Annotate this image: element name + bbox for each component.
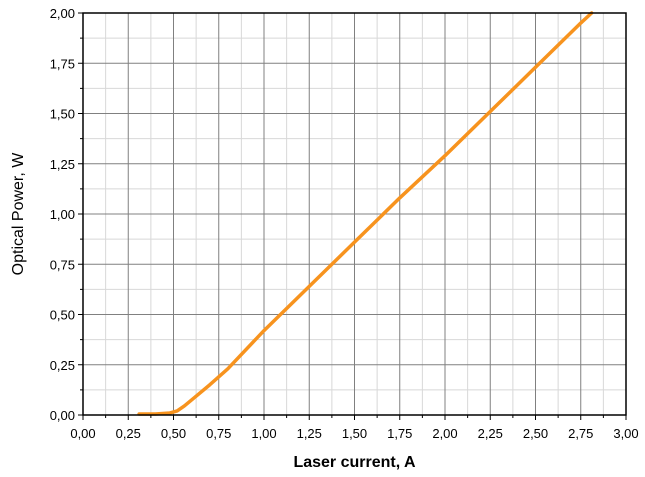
x-tick-label: 2,25: [478, 426, 503, 441]
x-tick-label: 2,75: [568, 426, 593, 441]
axis-ticks: [78, 12, 627, 420]
series-line: [137, 11, 594, 416]
y-tick-label: 0,00: [50, 408, 75, 423]
x-tick-label: 2,00: [432, 426, 457, 441]
y-tick-label: 0,75: [50, 257, 75, 272]
y-tick-labels: 0,00 0,25 0,50 0,75 1,00 1,25 1,50 1,75 2,00: [50, 6, 75, 423]
x-tick-label: 0,75: [206, 426, 231, 441]
x-tick-label: 0,00: [70, 426, 95, 441]
x-tick-label: 1,00: [251, 426, 276, 441]
y-tick-label: 2,00: [50, 6, 75, 21]
x-tick-label: 1,25: [297, 426, 322, 441]
x-tick-label: 1,75: [387, 426, 412, 441]
series-layer: [137, 11, 594, 416]
x-tick-label: 2,50: [523, 426, 548, 441]
y-tick-label: 1,00: [50, 207, 75, 222]
y-tick-label: 1,50: [50, 107, 75, 122]
y-tick-label: 0,50: [50, 308, 75, 323]
major-grid: [83, 13, 626, 415]
x-tick-label: 0,25: [116, 426, 141, 441]
y-tick-label: 1,25: [50, 157, 75, 172]
x-axis-title: Laser current, A: [293, 454, 416, 471]
y-axis-title: Optical Power, W: [10, 152, 27, 276]
x-tick-label: 3,00: [613, 426, 638, 441]
x-tick-label: 0,50: [161, 426, 186, 441]
x-tick-label: 1,50: [342, 426, 367, 441]
y-tick-label: 1,75: [50, 56, 75, 71]
x-tick-labels: 0,00 0,25 0,50 0,75 1,00 1,25 1,50 1,75 2,00 2,25…: [70, 426, 638, 441]
y-tick-label: 0,25: [50, 358, 75, 373]
